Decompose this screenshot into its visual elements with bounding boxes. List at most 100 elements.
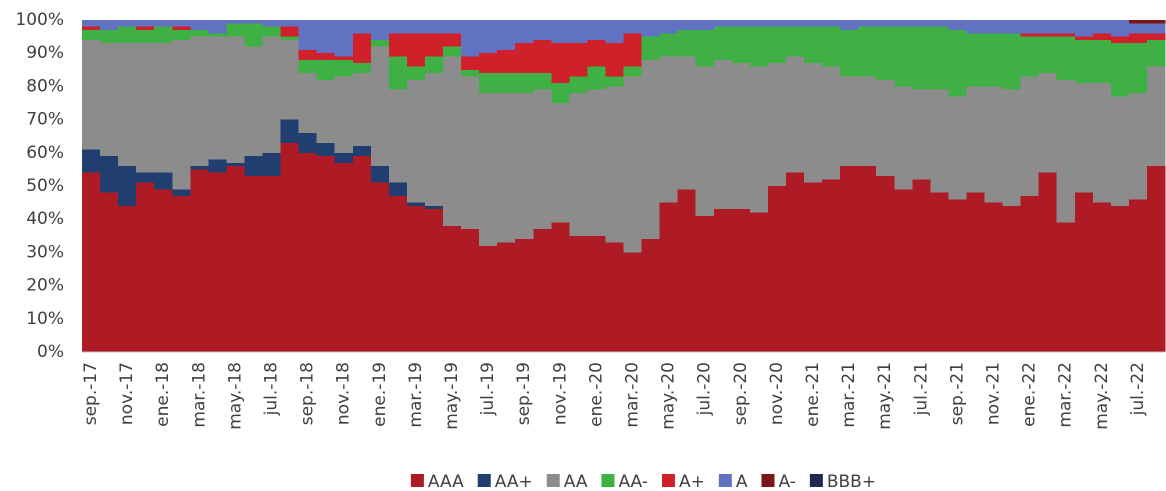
area-step <box>208 159 227 173</box>
x-tick-label: mar.-21 <box>839 362 859 428</box>
x-tick-label: sep.-20 <box>731 362 751 425</box>
area-step <box>840 29 859 77</box>
area-step <box>894 86 913 190</box>
area-step <box>82 29 101 40</box>
legend-swatch <box>601 474 615 487</box>
area-step <box>749 26 769 67</box>
area-step <box>136 182 155 352</box>
area-step <box>605 242 625 352</box>
area-step <box>479 53 498 74</box>
area-step <box>424 209 444 352</box>
y-tick-label: 20% <box>26 276 64 296</box>
area-step <box>370 46 390 167</box>
area-step <box>767 186 787 352</box>
area-step <box>515 43 534 74</box>
legend-label: AA- <box>618 472 648 491</box>
area-step <box>731 63 751 210</box>
area-step <box>334 56 354 60</box>
area-step <box>352 73 372 147</box>
area-step <box>262 176 282 352</box>
legend-label: A+ <box>679 472 705 491</box>
y-tick-label: 90% <box>26 43 64 63</box>
x-tick-label: ene.-22 <box>1020 362 1040 427</box>
area-step <box>100 156 119 193</box>
area-step <box>298 49 318 60</box>
area-step <box>894 26 913 87</box>
area-step <box>894 189 913 352</box>
area-step <box>785 172 805 352</box>
legend-swatch <box>761 474 775 487</box>
area-step <box>1056 79 1076 223</box>
area-step <box>461 20 480 57</box>
area-step <box>930 89 949 193</box>
area-step <box>479 245 498 352</box>
area-step <box>406 202 426 206</box>
y-tick-label: 70% <box>26 110 64 130</box>
area-step <box>190 29 209 37</box>
x-tick-label: ene.-19 <box>370 362 390 427</box>
area-step <box>785 56 805 173</box>
area-step <box>1146 23 1166 34</box>
area-step <box>244 176 264 352</box>
area-step <box>1038 33 1058 37</box>
area-step <box>154 172 173 190</box>
area-step <box>226 162 246 167</box>
area-step <box>1038 172 1058 352</box>
area-step <box>695 66 715 216</box>
area-step <box>858 76 877 167</box>
area-step <box>605 43 625 77</box>
x-tick-label: ene.-18 <box>153 362 173 427</box>
area-step <box>1020 33 1040 37</box>
area-step <box>497 73 516 94</box>
x-tick-label: mar.-22 <box>1056 362 1076 428</box>
area-step <box>1020 195 1040 352</box>
area-step <box>533 20 552 40</box>
area-step <box>912 26 931 90</box>
legend-label: BBB+ <box>827 472 876 491</box>
area-step <box>966 20 986 34</box>
area-step <box>1128 199 1148 352</box>
area-step <box>118 43 137 167</box>
x-tick-label: nov.-17 <box>117 362 137 425</box>
area-step <box>100 192 119 352</box>
area-step <box>822 26 841 67</box>
y-tick-label: 30% <box>26 242 64 262</box>
legend-swatch <box>546 474 560 487</box>
x-tick-label: may.-19 <box>442 362 462 430</box>
area-step <box>984 33 1004 87</box>
area-step <box>100 43 119 157</box>
area-step <box>587 235 607 352</box>
area-step <box>388 33 408 57</box>
area-step <box>136 26 155 30</box>
area-step <box>172 195 191 352</box>
area-step <box>1002 20 1022 34</box>
area-step <box>136 20 155 27</box>
area-step <box>154 189 173 352</box>
area-step <box>334 59 354 77</box>
area-step <box>1128 43 1148 94</box>
area-step <box>1038 36 1058 74</box>
area-step <box>713 20 733 27</box>
area-step <box>1146 66 1166 167</box>
area-step <box>1146 33 1166 40</box>
area-step <box>172 29 191 40</box>
area-step <box>930 20 949 27</box>
legend-label: AA <box>564 472 588 491</box>
x-tick-label: nov.-21 <box>984 362 1004 425</box>
area-step <box>713 59 733 210</box>
area-step <box>479 93 498 246</box>
x-tick-label: jul.-19 <box>478 362 498 416</box>
area-step <box>912 179 931 352</box>
area-step <box>912 20 931 27</box>
area-step <box>334 162 354 352</box>
area-step <box>154 26 173 44</box>
area-step <box>370 20 390 40</box>
area-step <box>1020 36 1040 77</box>
area-step <box>424 205 444 210</box>
area-step <box>876 20 895 27</box>
area-step <box>406 79 426 203</box>
x-tick-label: nov.-18 <box>334 362 354 425</box>
area-step <box>659 202 679 352</box>
area-step <box>1020 20 1040 34</box>
area-step <box>497 20 516 50</box>
